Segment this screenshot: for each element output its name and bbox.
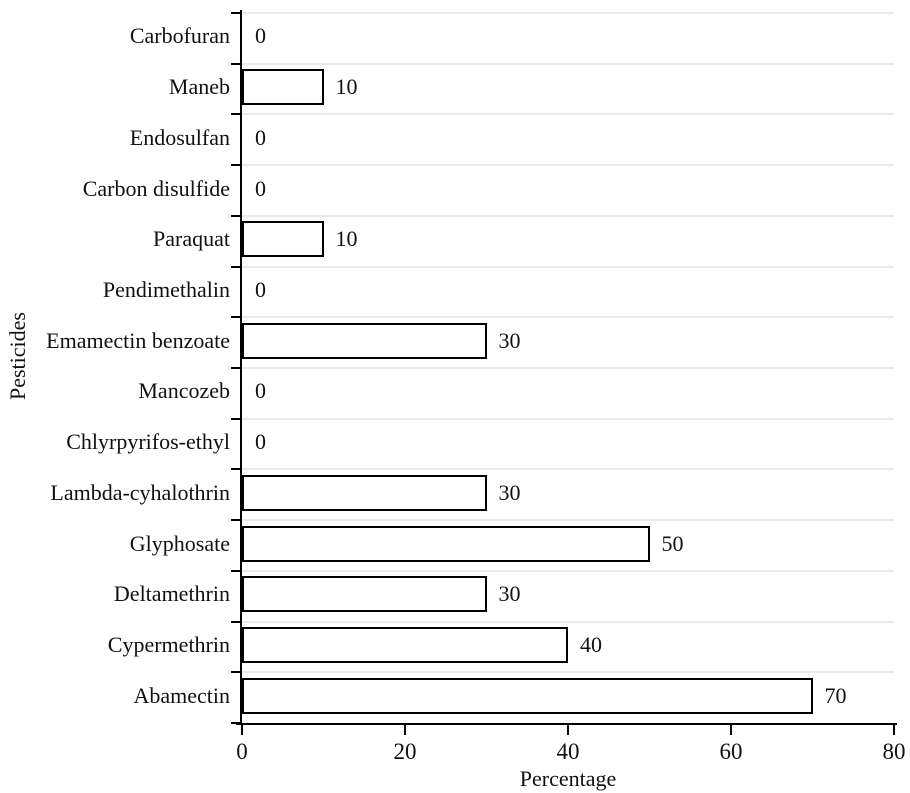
y-axis-tick — [231, 569, 241, 572]
gridline — [242, 519, 894, 522]
x-tick-label: 0 — [236, 739, 248, 764]
x-axis-line — [236, 723, 897, 725]
category-label: Abamectin — [133, 682, 230, 708]
y-axis-tick — [231, 214, 241, 217]
gridline — [242, 62, 894, 65]
x-tick-label: 60 — [719, 739, 743, 764]
bar — [242, 69, 324, 106]
y-axis-tick — [231, 671, 241, 674]
y-axis-tick — [231, 367, 241, 369]
category-label: Glyphosate — [129, 530, 230, 556]
bar — [242, 322, 487, 359]
x-axis-tick — [730, 725, 732, 735]
gridline — [242, 214, 894, 217]
category-label: Carbon disulfide — [82, 175, 230, 201]
category-label: Chlyrpyrifos-ethyl — [66, 429, 230, 455]
x-axis-tick — [567, 725, 569, 735]
category-label: Endosulfan — [129, 124, 230, 150]
y-axis-tick — [231, 113, 241, 116]
category-label: Carbofuran — [129, 23, 230, 49]
value-label: 70 — [824, 682, 847, 708]
category-label: Mancozeb — [138, 378, 230, 404]
gridline — [242, 316, 894, 319]
value-label: 30 — [498, 479, 521, 505]
gridline — [242, 620, 894, 623]
gridline — [242, 367, 894, 369]
value-label: 0 — [255, 378, 266, 404]
y-axis-tick — [231, 417, 241, 420]
bar — [242, 221, 324, 258]
gridline — [242, 569, 894, 572]
y-axis-line — [240, 10, 242, 725]
value-label: 10 — [335, 74, 358, 100]
gridline — [242, 671, 894, 674]
bar — [242, 576, 487, 613]
x-axis-tick — [893, 725, 895, 735]
y-axis-tick — [231, 12, 241, 14]
x-tick-label: 40 — [556, 739, 580, 764]
category-label: Paraquat — [153, 226, 230, 252]
value-label: 30 — [498, 327, 521, 353]
y-axis-tick — [231, 468, 241, 471]
value-label: 0 — [255, 429, 266, 455]
gridline — [242, 164, 894, 167]
category-label: Pendimethalin — [102, 276, 230, 302]
category-label: Deltamethrin — [113, 581, 230, 607]
x-tick-label: 20 — [393, 739, 417, 764]
category-label: Cypermethrin — [107, 631, 230, 657]
gridline — [242, 417, 894, 420]
x-axis-tick — [404, 725, 406, 735]
value-label: 50 — [661, 530, 684, 556]
bar — [242, 474, 487, 511]
y-axis-title: Pesticides — [5, 312, 30, 400]
y-axis-tick — [231, 62, 241, 65]
category-label: Maneb — [168, 74, 230, 100]
category-label: Lambda-cyhalothrin — [50, 479, 230, 505]
value-label: 0 — [255, 175, 266, 201]
y-axis-tick — [231, 164, 241, 167]
value-label: 10 — [335, 226, 358, 252]
value-label: 40 — [580, 631, 602, 657]
bar — [242, 626, 568, 663]
value-label: 0 — [255, 124, 266, 150]
x-tick-label: 80 — [882, 739, 906, 764]
y-axis-tick — [231, 519, 241, 522]
category-label: Emamectin benzoate — [46, 327, 230, 353]
x-axis-title: Percentage — [519, 766, 617, 791]
y-axis-tick — [231, 316, 241, 319]
value-label: 0 — [255, 23, 266, 49]
bar — [242, 525, 650, 562]
x-axis-tick — [241, 725, 243, 735]
gridline — [242, 113, 894, 116]
bar — [242, 677, 813, 714]
value-label: 30 — [498, 581, 521, 607]
y-axis-tick — [231, 620, 241, 623]
gridline — [242, 12, 894, 14]
gridline — [242, 265, 894, 268]
value-label: 0 — [255, 276, 266, 302]
gridline — [242, 468, 894, 471]
y-axis-tick — [231, 265, 241, 268]
